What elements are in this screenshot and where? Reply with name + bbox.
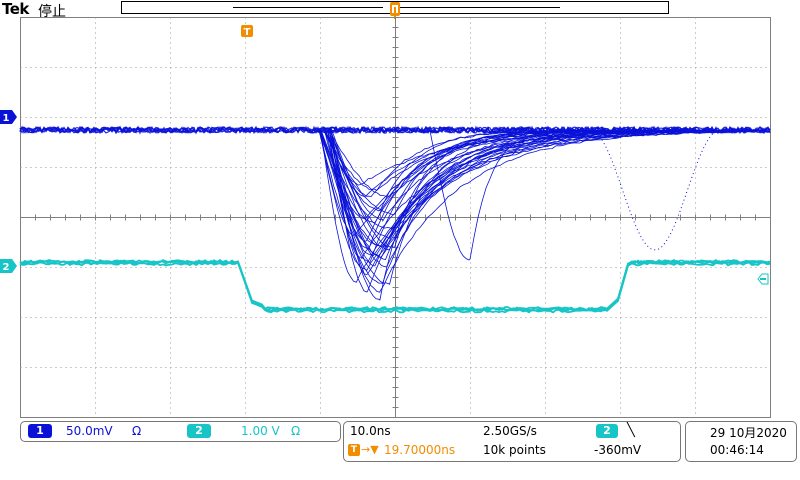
trigger-position-icon-label: T [350, 445, 358, 455]
readout-panel: 1 50.0mV Ω 2 1.00 V Ω 10.0ns 2.50GS/s 2 … [0, 418, 800, 480]
timebase-readout[interactable]: 10.0ns 2.50GS/s 2 ╲ T →▼ 19.70000ns 10k … [343, 421, 681, 462]
ch1-ground-marker[interactable]: 1 [0, 110, 17, 124]
ch2-waveform [19, 258, 771, 314]
trigger-time-marker-label: T [244, 27, 251, 38]
horizontal-scale: 10.0ns [350, 424, 391, 438]
record-bar-line-right [397, 7, 560, 8]
trigger-position: 19.70000ns [384, 443, 456, 457]
trigger-slope-icon: ╲ [627, 423, 635, 438]
ch1-ground-marker-label: 1 [3, 113, 10, 124]
ch2-coupling-icon: Ω [291, 424, 301, 438]
graticule-grid [20, 17, 771, 418]
trigger-position-icon: T [348, 444, 360, 456]
ch1-badge: 1 [28, 424, 52, 438]
ch2-scale: 1.00 V [241, 424, 280, 438]
ch2-badge: 2 [187, 424, 211, 438]
ch1-coupling-icon: Ω [132, 424, 142, 438]
ch2-ground-marker[interactable]: 2 [0, 259, 17, 273]
trigger-level: -360mV [594, 443, 642, 457]
datetime-readout: 29 10月2020 00:46:14 [685, 421, 797, 462]
ch1-waveform [19, 125, 771, 301]
record-bar-line-left [233, 7, 383, 8]
trigger-level-marker[interactable] [757, 273, 769, 285]
record-length: 10k points [483, 443, 546, 457]
sample-rate: 2.50GS/s [483, 424, 537, 438]
trigger-time-marker[interactable]: T [241, 25, 253, 38]
ch2-ground-marker-label: 2 [3, 262, 10, 273]
channel-readout[interactable]: 1 50.0mV Ω 2 1.00 V Ω [20, 421, 341, 442]
waveform-display: T 1 2 [0, 2, 771, 418]
brand-logo: Tek [2, 0, 29, 18]
trigger-source-badge: 2 [596, 424, 618, 438]
time: 00:46:14 [710, 443, 764, 457]
trigger-delay-arrow-icon: →▼ [361, 443, 379, 456]
ch1-scale: 50.0mV [66, 424, 113, 438]
trigger-position-marker[interactable] [390, 2, 400, 19]
date: 29 10月2020 [710, 426, 787, 440]
acquisition-status: 停止 [38, 4, 66, 20]
